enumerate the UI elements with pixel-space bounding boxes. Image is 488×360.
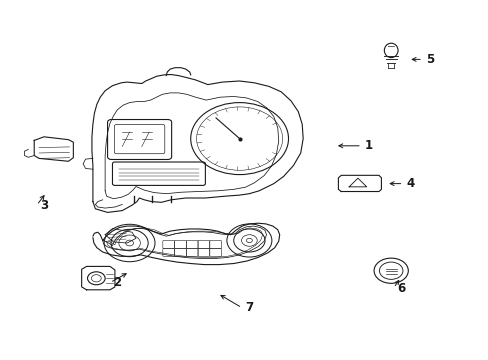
Text: 3: 3 (40, 199, 48, 212)
Text: 7: 7 (245, 301, 253, 314)
Text: 6: 6 (396, 282, 404, 294)
Text: 2: 2 (113, 276, 121, 289)
Text: 5: 5 (426, 53, 433, 66)
Text: 4: 4 (406, 177, 414, 190)
Text: 1: 1 (365, 139, 372, 152)
